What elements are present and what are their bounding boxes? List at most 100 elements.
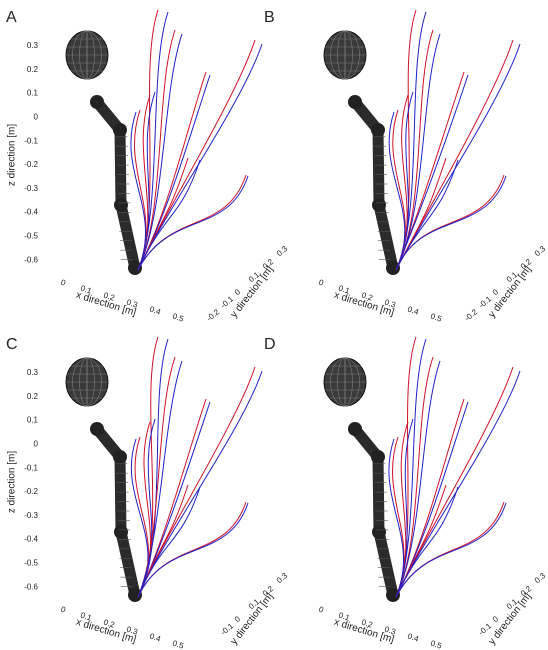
trajectory [388,111,406,271]
arm-joint [371,123,385,137]
x-tick-label: 0.2 [360,291,374,303]
arm-joint [348,95,362,109]
trajectory [137,159,201,271]
x-tick-label: 0.2 [102,618,116,630]
panel-label: C [6,336,18,353]
y-tick-label: 0.3 [533,571,548,585]
trajectory [137,360,183,598]
z-tick-label: 0.1 [27,89,39,98]
arm-joint [113,123,127,137]
x-tick-label: 0.5 [171,639,185,650]
z-tick-label: -0.5 [24,232,38,241]
x-tick-label: 0.1 [79,284,93,296]
trajectory [130,111,147,271]
z-tick-label: 0.3 [27,41,39,50]
z-tick-label: 0 [34,440,39,449]
y-tick-label: 0 [233,614,243,624]
x-tick-label: 0 [318,605,326,615]
z-tick-label: -0.3 [24,184,38,193]
y-tick-label: 0 [491,614,501,624]
trajectory [137,502,249,598]
trajectory [395,502,507,598]
z-tick-label: 0.1 [27,416,39,425]
z-tick-label: -0.6 [24,582,38,591]
arm-joint [348,422,362,436]
x-tick-label: 0.5 [429,639,443,650]
x-tick-label: 0.3 [125,298,139,310]
arm-joint [114,198,128,212]
trajectory [137,33,183,271]
z-tick-label: 0 [34,113,39,122]
y-tick-label: 0 [233,287,243,297]
trajectory [137,174,247,271]
panel-label: D [264,336,276,353]
z-tick-label: 0.3 [27,368,39,377]
trajectory [395,486,459,598]
y-tick-label: 0.3 [275,244,290,258]
arm-joint [371,450,385,464]
z-tick-label: -0.2 [24,160,38,169]
y-tick-label: 0.3 [275,571,290,585]
arm-joint [113,450,127,464]
x-tick-label: 0.1 [79,611,93,623]
x-tick-label: 0.1 [337,611,351,623]
x-tick-label: 0.5 [171,312,185,324]
arm-joint [114,525,128,539]
y-tick-label: -0.2 [205,307,222,323]
z-tick-label: -0.1 [24,136,38,145]
trajectory [137,486,201,598]
z-tick-label: -0.4 [24,535,38,544]
x-tick-label: 0 [60,605,68,615]
z-axis-title: z direction [m] [7,451,18,513]
trajectory [395,501,505,598]
arm-joint [372,198,386,212]
z-tick-label: -0.6 [24,255,38,264]
x-tick-label: 0.2 [360,618,374,630]
z-axis-title: z direction [m] [7,124,18,186]
z-tick-label: 0.2 [27,392,39,401]
arm-joint [128,588,142,602]
z-tick-label: -0.1 [24,463,38,472]
panel: Cz direction [m] 0.3 0.2 0.1 0 -0.1 -0.2 -0.3 -0… [6,336,290,650]
panel: Az direction [m] 0.3 0.2 0.1 0 -0.1 -0.2 -0.3 -0… [6,9,290,324]
x-tick-label: 0.2 [102,291,116,303]
arm [91,96,141,274]
trajectory [395,360,441,598]
trajectory [137,175,249,271]
x-tick-label: 0.3 [383,625,397,637]
x-tick-label: 0.1 [337,284,351,296]
x-tick-label: 0 [318,278,326,288]
trajectory [395,338,427,598]
arm-joint [386,261,400,275]
x-tick-label: 0.4 [148,305,162,317]
arm-joint [386,588,400,602]
arm [91,423,141,601]
z-tick-label: -0.3 [24,511,38,520]
x-tick-label: 0.3 [125,625,139,637]
arm [349,423,399,601]
panel-label: B [264,9,275,26]
x-tick-label: 0 [60,278,68,288]
y-tick-label: -0.2 [463,307,480,323]
z-tick-label: -0.4 [24,208,38,217]
x-tick-label: 0.4 [148,632,162,644]
x-tick-label: 0.5 [429,312,443,324]
trajectory [395,175,507,271]
panel: B00.10.20.30.40.5x direction [m] -0.2-0.1… [264,9,548,324]
arm [349,96,399,274]
x-tick-label: 0.4 [406,632,420,644]
x-tick-label: 0.4 [406,305,420,317]
z-tick-label: 0.2 [27,65,39,74]
trajectory [137,11,169,271]
trajectory [137,39,256,271]
x-tick-label: 0.3 [383,298,397,310]
panel: D00.10.20.30.40.5x direction [m] -0.100.1… [264,336,548,650]
trajectory [388,438,405,598]
arm-joint [90,95,104,109]
arm-joint [90,422,104,436]
trajectory [137,501,247,598]
trajectory [395,33,441,271]
arm-joint [128,261,142,275]
trajectory [130,438,149,598]
